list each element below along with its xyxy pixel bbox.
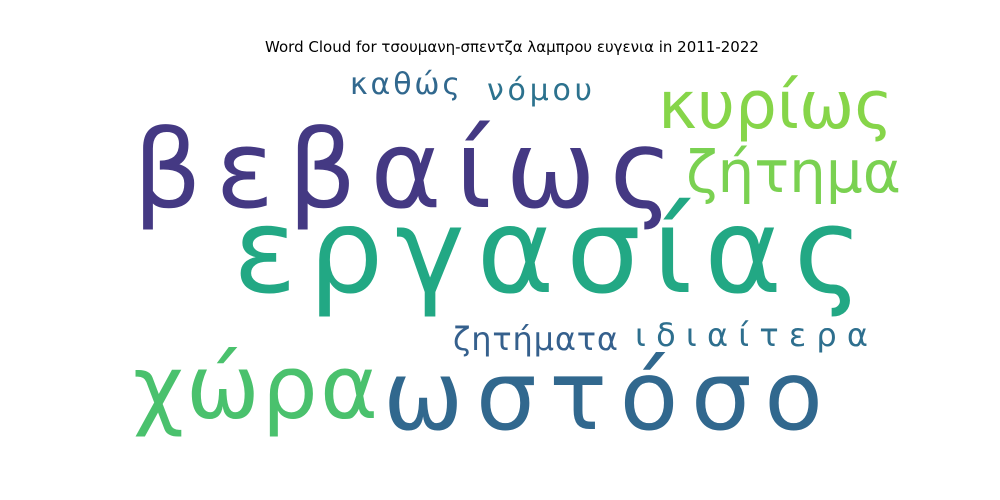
word-10: νόμου	[487, 73, 592, 108]
word-6: ζήτημα	[686, 138, 901, 206]
word-7: ζητήματα	[453, 320, 618, 358]
word-9: καθώς	[350, 67, 460, 102]
word-5: κυρίως	[658, 67, 893, 144]
word-1: εργασίας	[233, 182, 863, 320]
word-4: χώρα	[133, 336, 378, 439]
word-2: βεβαίως	[133, 108, 673, 233]
chart-title: Word Cloud for τσουμανη-σπεντζα λαμπρου …	[265, 38, 759, 56]
word-3: ωστόσο	[383, 340, 823, 452]
